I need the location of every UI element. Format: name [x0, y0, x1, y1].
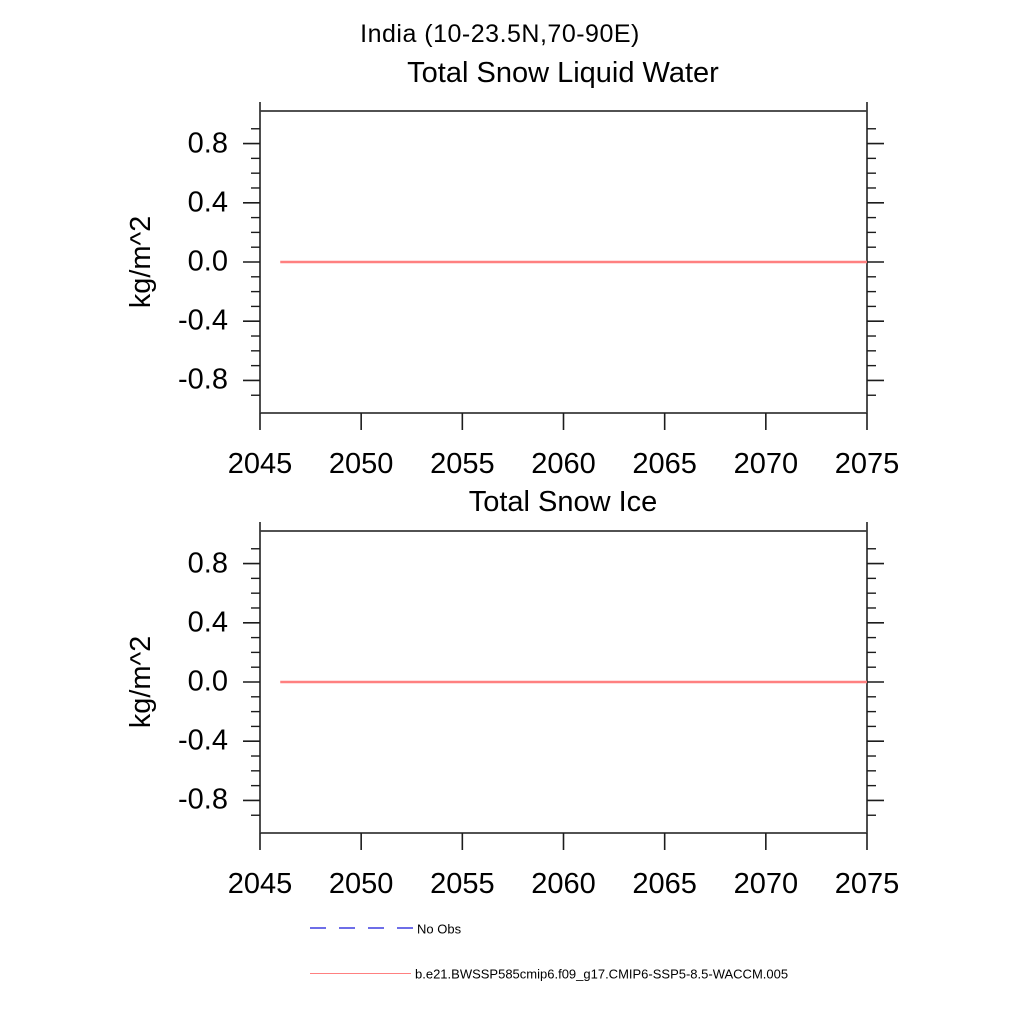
- x-tick-label: 2070: [733, 448, 799, 480]
- legend-line-no-obs: [310, 927, 413, 929]
- legend-label-no-obs: No Obs: [417, 921, 462, 937]
- y-tick-label: -0.8: [178, 363, 228, 396]
- legend-label-model-run: b.e21.BWSSP585cmip6.f09_g17.CMIP6-SSP5-8…: [415, 966, 789, 982]
- x-tick-label: 2045: [227, 448, 293, 480]
- y-tick-label: -0.8: [178, 783, 228, 816]
- y-tick-label: -0.4: [178, 724, 228, 757]
- x-tick-label: 2070: [733, 868, 799, 900]
- y-tick-label: 0.4: [187, 186, 228, 219]
- x-tick-label: 2075: [834, 868, 900, 900]
- x-tick-label: 2075: [834, 448, 900, 480]
- main-title: India (10-23.5N,70-90E): [360, 20, 640, 48]
- x-tick-label: 2050: [328, 868, 394, 900]
- legend-line-model-run: [310, 973, 411, 974]
- x-tick-label: 2050: [328, 448, 394, 480]
- x-tick-label: 2055: [430, 448, 495, 480]
- y-tick-label: 0.0: [187, 665, 228, 698]
- panel-title-total-snow-ice: Total Snow Ice: [468, 486, 658, 518]
- y-tick-label: 0.4: [187, 606, 228, 639]
- y-tick-label: 0.8: [187, 127, 228, 160]
- y-tick-label: 0.8: [187, 547, 228, 580]
- y-tick-label: -0.4: [178, 304, 228, 337]
- x-tick-label: 2065: [632, 448, 697, 480]
- y-tick-label: 0.0: [187, 245, 228, 278]
- x-tick-label: 2065: [632, 868, 697, 900]
- x-tick-label: 2055: [430, 868, 495, 900]
- x-tick-label: 2060: [531, 868, 596, 900]
- x-tick-label: 2045: [227, 868, 293, 900]
- panel-title-total-snow-liquid-water: Total Snow Liquid Water: [407, 57, 719, 89]
- x-tick-label: 2060: [531, 448, 596, 480]
